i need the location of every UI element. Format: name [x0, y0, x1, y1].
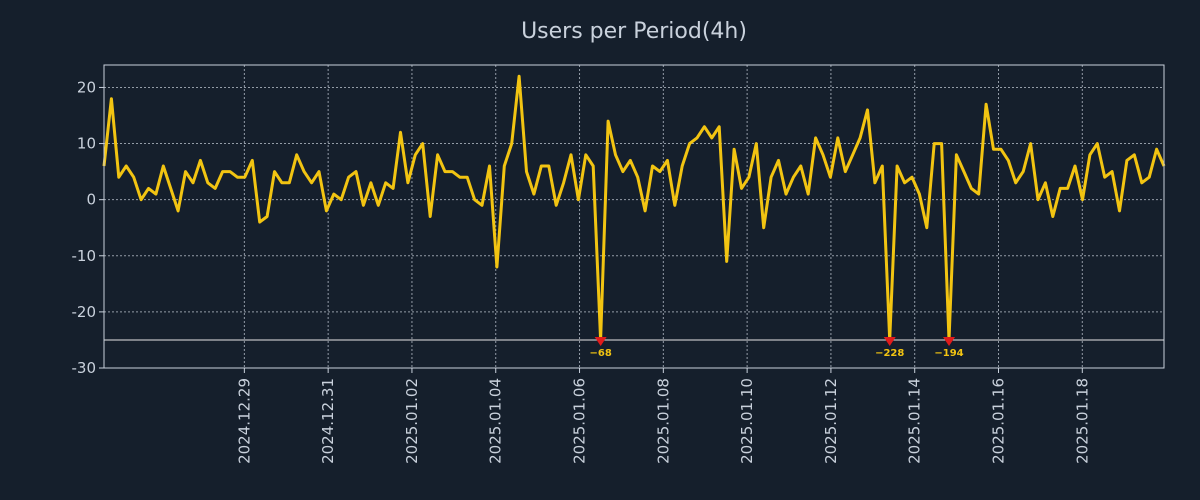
- x-tick-label: 2025.01.06: [571, 378, 589, 464]
- y-tick-label: 20: [77, 78, 96, 96]
- y-tick-label: 0: [86, 191, 96, 209]
- y-tick-label: -20: [72, 303, 97, 321]
- plot-frame: [103, 64, 1165, 369]
- x-tick-label: 2025.01.08: [654, 378, 672, 464]
- y-tick-label: 10: [77, 135, 96, 153]
- outlier-label: −194: [934, 348, 963, 359]
- y-axis: 20 10 0 -10 -20 -30: [72, 78, 104, 377]
- x-tick-label: 2025.01.16: [990, 378, 1008, 464]
- x-tick-label: 2024.12.29: [235, 378, 253, 464]
- x-axis: 2024.12.29 2024.12.31 2025.01.02 2025.01.04…: [235, 368, 1091, 464]
- x-tick-label: 2025.01.12: [822, 378, 840, 464]
- x-tick-label: 2025.01.18: [1073, 378, 1091, 464]
- outlier-markers: −68 −228 −194: [589, 336, 964, 359]
- x-tick-label: 2025.01.02: [403, 378, 421, 464]
- x-tick-label: 2025.01.10: [738, 378, 756, 464]
- series-line-users: [102, 74, 1166, 342]
- grid-lines: [104, 65, 1164, 369]
- outlier-marker: [883, 336, 896, 346]
- y-tick-label: -30: [72, 359, 97, 377]
- x-tick-label: 2025.01.14: [906, 378, 924, 464]
- y-tick-label: -10: [72, 247, 97, 265]
- outlier-marker: [943, 336, 956, 346]
- outlier-marker: [594, 336, 607, 346]
- x-tick-label: 2025.01.04: [487, 378, 505, 464]
- chart-title: Users per Period(4h): [521, 19, 747, 44]
- outlier-label: −68: [589, 348, 611, 359]
- x-tick-label: 2024.12.31: [319, 378, 337, 464]
- outlier-label: −228: [875, 348, 904, 359]
